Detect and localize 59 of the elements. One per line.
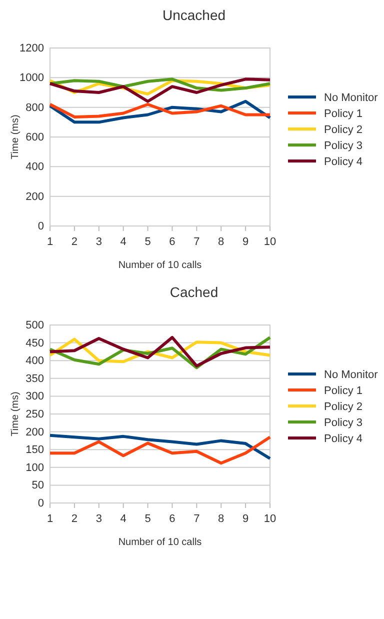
x-tick-label: 10 (264, 236, 276, 248)
x-tick-label: 7 (194, 236, 200, 248)
line-series (48, 436, 272, 465)
legend-label: Policy 3 (324, 417, 363, 429)
x-tick-label: 10 (264, 512, 276, 525)
y-tick-label: 400 (26, 355, 44, 368)
x-tick-label: 1 (46, 512, 54, 525)
x-tick-label: 2 (71, 512, 78, 525)
y-tick-label: 100 (26, 462, 44, 474)
y-tick-label: 1000 (20, 72, 44, 84)
x-tick-label: 5 (144, 512, 151, 525)
y-tick-label: 400 (26, 161, 44, 174)
x-tick-label: 6 (169, 512, 176, 525)
x-tick-label: 1 (46, 236, 54, 248)
y-tick-label: 500 (26, 320, 44, 332)
x-tick-label: 7 (194, 512, 200, 525)
y-tick-label: 250 (26, 408, 44, 421)
chart-title: Cached (170, 284, 218, 300)
y-tick-label: 450 (26, 337, 44, 350)
y-tick-label: 1200 (20, 42, 44, 55)
legend-label: Policy 4 (324, 433, 363, 445)
line-series (48, 78, 272, 92)
y-tick-label: 50 (32, 480, 44, 492)
x-tick-label: 8 (218, 512, 224, 525)
y-tick-label: 300 (26, 390, 44, 403)
legend-label: Policy 1 (324, 108, 363, 120)
x-tick-label: 3 (96, 512, 102, 525)
x-tick-label: 4 (120, 236, 126, 248)
y-tick-label: 800 (26, 102, 44, 114)
x-tick-label: 4 (120, 512, 126, 525)
line-series (48, 434, 272, 460)
legend-label: Policy 2 (324, 124, 363, 136)
y-tick-label: 0 (38, 220, 44, 233)
x-tick-label: 2 (71, 236, 78, 248)
legend-label: No Monitor (324, 92, 378, 104)
x-axis-title: Number of 10 calls (118, 260, 202, 271)
y-tick-label: 200 (26, 190, 44, 203)
legend-label: Policy 2 (324, 401, 363, 413)
x-tick-label: 9 (242, 236, 249, 248)
y-axis-title: Time (ms) (10, 392, 21, 436)
legend-label: Policy 1 (324, 385, 363, 397)
chart-title: Uncached (162, 7, 226, 23)
x-tick-label: 3 (96, 236, 102, 248)
x-tick-label: 6 (169, 236, 176, 248)
x-tick-label: 9 (242, 512, 249, 525)
x-tick-label: 5 (144, 236, 151, 248)
legend-label: Policy 3 (324, 140, 363, 152)
y-axis-title: Time (ms) (10, 114, 21, 160)
legend-label: Policy 4 (324, 156, 363, 168)
y-tick-label: 0 (38, 498, 44, 510)
y-tick-label: 200 (26, 426, 44, 438)
line-series (48, 78, 272, 103)
x-axis-title: Number of 10 calls (118, 537, 202, 548)
y-tick-label: 600 (26, 132, 44, 144)
y-tick-label: 350 (26, 372, 44, 385)
x-tick-label: 8 (218, 236, 224, 248)
y-tick-label: 150 (26, 444, 44, 456)
legend-label: No Monitor (324, 369, 378, 381)
line-series (48, 102, 272, 118)
